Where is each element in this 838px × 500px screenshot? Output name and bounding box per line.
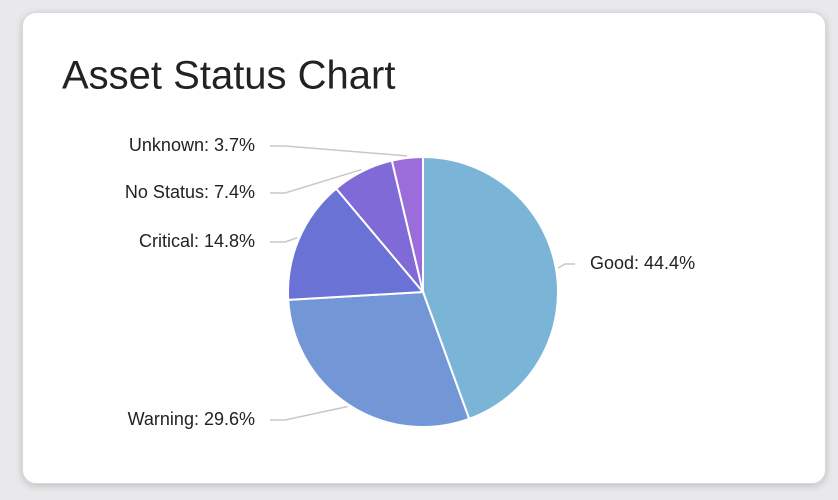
pie-slice: Unknown bbox=[390, 155, 424, 293]
data-label: Warning: 29.6% bbox=[128, 409, 255, 429]
data-label: No Status: 7.4% bbox=[125, 182, 255, 202]
leader-line bbox=[270, 405, 348, 421]
leader-line bbox=[270, 145, 408, 157]
chart-title: Asset Status Chart bbox=[62, 54, 395, 98]
leader-line bbox=[557, 263, 575, 269]
data-label: Good: 44.4% bbox=[590, 253, 695, 273]
pie-slice: Warning bbox=[287, 290, 471, 428]
data-label: Unknown: 3.7% bbox=[129, 135, 255, 155]
leader-line bbox=[270, 237, 298, 243]
pie-slice: Good bbox=[422, 155, 559, 421]
leader-line bbox=[270, 168, 362, 194]
data-label: Critical: 14.8% bbox=[139, 231, 255, 251]
pie-slice: Critical bbox=[287, 187, 426, 301]
